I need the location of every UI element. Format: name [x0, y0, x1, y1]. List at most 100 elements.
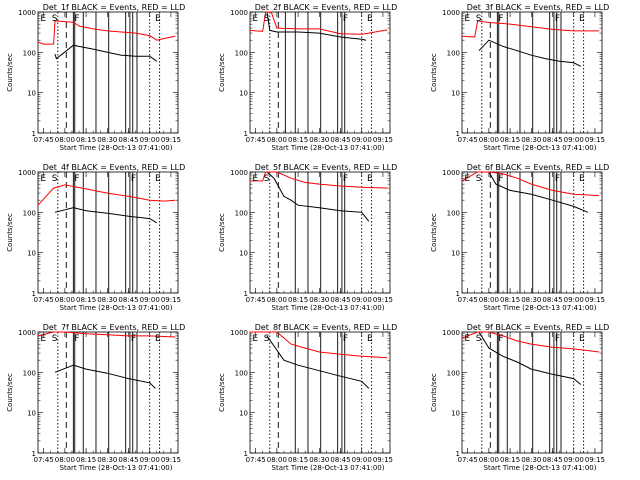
segment-label: E	[579, 174, 585, 184]
detector-chart-1: Det_1f BLACK = Events, RED = LLD 1 10 100 10…	[6, 3, 185, 152]
x-tick-label: 08:00	[479, 456, 499, 464]
lld-series-line	[249, 11, 388, 35]
y-axis-label: Counts/sec	[218, 373, 226, 412]
segment-label: F	[131, 334, 136, 344]
segment-label: S	[264, 174, 270, 184]
x-tick-label: 08:15	[76, 296, 96, 304]
y-tick-label: 100	[447, 49, 460, 57]
x-tick-label: 07:45	[458, 456, 478, 464]
x-tick-label: 08:45	[542, 456, 562, 464]
y-tick-label: 1000	[230, 329, 248, 337]
x-tick-label: 08:45	[542, 296, 562, 304]
y-axis-label: Counts/sec	[430, 213, 438, 252]
x-tick-label: 08:45	[542, 136, 562, 144]
y-tick-label: 1	[32, 290, 36, 298]
segment-label: E	[367, 14, 373, 24]
lld-series-line	[461, 20, 600, 38]
detector-chart-8: Det_8f BLACK = Events, RED = LLD 1 10 100 10…	[218, 323, 397, 472]
segment-label: F	[343, 174, 348, 184]
x-axis-label: Start Time (28-Oct-13 07:41:00)	[484, 144, 597, 152]
segment-label: E	[252, 174, 258, 184]
y-tick-label: 1	[244, 290, 248, 298]
detector-chart-3: Det_3f BLACK = Events, RED = LLD 1 10 100 10…	[430, 3, 609, 152]
lld-series-line	[37, 20, 176, 45]
y-tick-label: 10	[451, 250, 460, 258]
y-tick-label: 1	[456, 290, 460, 298]
y-tick-label: 1	[244, 450, 248, 458]
events-series-line	[479, 171, 589, 213]
x-axis-label: Start Time (28-Oct-13 07:41:00)	[484, 464, 597, 472]
chart-title: Det_5f BLACK = Events, RED = LLD	[255, 163, 398, 172]
y-tick-label: 1	[456, 450, 460, 458]
detector-chart-2: Det_2f BLACK = Events, RED = LLD 1 10 100 10…	[218, 3, 397, 152]
x-tick-label: 08:00	[479, 296, 499, 304]
segment-label: F	[74, 14, 79, 24]
y-tick-label: 1000	[230, 9, 248, 17]
chart-title: Det_7f BLACK = Events, RED = LLD	[43, 323, 186, 332]
segment-label: E	[367, 334, 373, 344]
segment-label: S	[264, 334, 270, 344]
lld-series-line	[250, 171, 388, 189]
x-tick-label: 09:00	[140, 136, 160, 144]
events-series-line	[266, 11, 367, 41]
x-tick-label: 08:30	[521, 296, 541, 304]
lld-series-line	[37, 184, 176, 206]
x-tick-label: 08:45	[330, 136, 350, 144]
segment-label: E	[464, 334, 470, 344]
x-axis-label: Start Time (28-Oct-13 07:41:00)	[272, 144, 385, 152]
y-axis-label: Counts/sec	[430, 53, 438, 92]
detector-chart-4: Det_4f BLACK = Events, RED = LLD 1 10 100 10…	[6, 163, 185, 312]
x-tick-label: 09:00	[352, 136, 372, 144]
chart-title: Det_6f BLACK = Events, RED = LLD	[467, 163, 610, 172]
y-tick-label: 1000	[230, 169, 248, 177]
segment-label: F	[498, 174, 503, 184]
segment-label: F	[74, 174, 79, 184]
x-axis-label: Start Time (28-Oct-13 07:41:00)	[60, 304, 173, 312]
x-tick-label: 08:00	[55, 456, 75, 464]
x-tick-label: 08:15	[288, 296, 308, 304]
x-tick-label: 08:30	[97, 136, 117, 144]
x-tick-label: 08:30	[521, 456, 541, 464]
plot-frame	[461, 171, 603, 294]
plot-frame	[461, 331, 603, 454]
x-tick-label: 07:45	[458, 296, 478, 304]
segment-label: F	[131, 174, 136, 184]
segment-label: E	[464, 14, 470, 24]
y-tick-label: 10	[451, 90, 460, 98]
segment-label: E	[464, 174, 470, 184]
segment-label: F	[74, 334, 79, 344]
segment-label: E	[579, 14, 585, 24]
x-tick-label: 09:15	[373, 296, 393, 304]
x-tick-label: 08:00	[479, 136, 499, 144]
x-tick-label: 08:15	[76, 136, 96, 144]
x-tick-label: 07:45	[34, 136, 54, 144]
segment-label: S	[264, 14, 270, 24]
x-tick-label: 07:45	[458, 136, 478, 144]
detector-chart-5: Det_5f BLACK = Events, RED = LLD 1 10 100 10…	[218, 163, 397, 312]
y-axis-label: Counts/sec	[6, 53, 14, 92]
x-tick-label: 09:15	[585, 456, 605, 464]
y-tick-label: 1	[32, 450, 36, 458]
plot-frame	[249, 331, 391, 454]
x-tick-label: 09:15	[373, 136, 393, 144]
events-series-line	[54, 207, 158, 224]
lld-series-line	[461, 171, 600, 197]
lld-series-line	[37, 331, 176, 338]
x-tick-label: 08:15	[288, 136, 308, 144]
y-tick-label: 10	[239, 90, 248, 98]
y-tick-label: 1000	[442, 169, 460, 177]
y-tick-label: 1	[244, 130, 248, 138]
x-tick-label: 08:00	[267, 296, 287, 304]
y-tick-label: 100	[235, 209, 248, 217]
y-tick-label: 100	[235, 49, 248, 57]
x-tick-label: 07:45	[246, 456, 266, 464]
x-axis-label: Start Time (28-Oct-13 07:41:00)	[60, 464, 173, 472]
x-tick-label: 09:00	[140, 296, 160, 304]
segment-label: E	[40, 334, 46, 344]
x-tick-label: 09:00	[564, 456, 584, 464]
x-tick-label: 09:15	[585, 296, 605, 304]
x-tick-label: 09:15	[585, 136, 605, 144]
y-axis-label: Counts/sec	[430, 373, 438, 412]
plot-frame	[37, 331, 179, 454]
